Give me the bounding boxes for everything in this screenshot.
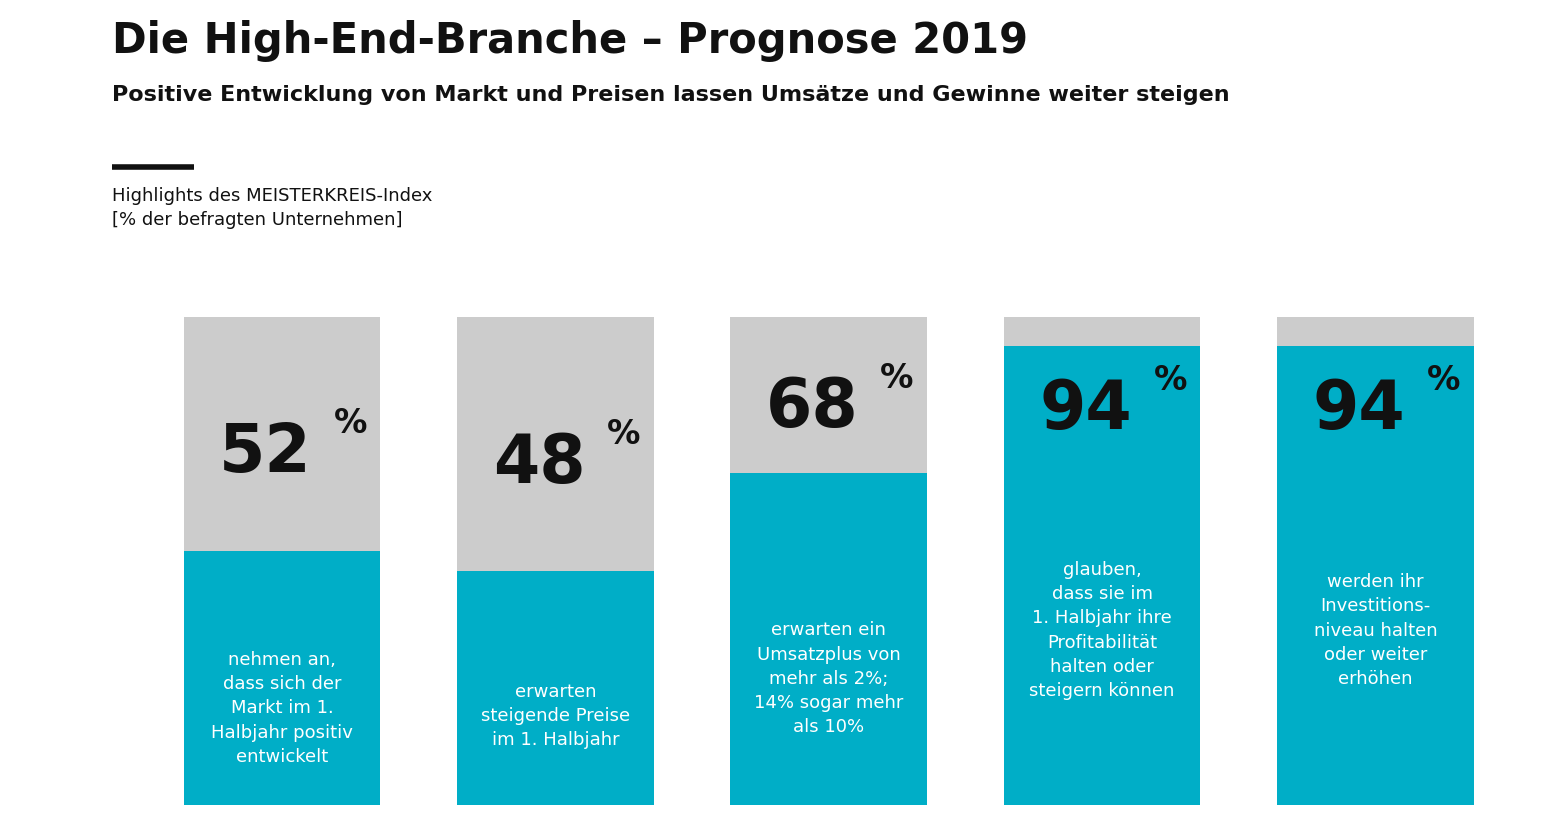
Bar (730, 473, 928, 805)
Text: erwarten
steigende Preise
im 1. Halbjahr: erwarten steigende Preise im 1. Halbjahr (480, 683, 630, 750)
Text: 52: 52 (220, 420, 311, 486)
Text: 48: 48 (493, 431, 586, 498)
Text: [% der befragten Unternehmen]: [% der befragten Unternehmen] (112, 211, 403, 229)
Text: Die High-End-Branche – Prognose 2019: Die High-End-Branche – Prognose 2019 (112, 20, 1027, 63)
Bar (730, 317, 928, 473)
Text: Highlights des MEISTERKREIS-Index: Highlights des MEISTERKREIS-Index (112, 187, 432, 205)
Text: Positive Entwicklung von Markt und Preisen lassen Umsätze und Gewinne weiter ste: Positive Entwicklung von Markt und Preis… (112, 85, 1230, 106)
Text: nehmen an,
dass sich der
Markt im 1.
Halbjahr positiv
entwickelt: nehmen an, dass sich der Markt im 1. Hal… (211, 651, 353, 766)
Text: glauben,
dass sie im
1. Halbjahr ihre
Profitabilität
halten oder
steigern können: glauben, dass sie im 1. Halbjahr ihre Pr… (1030, 561, 1174, 700)
Text: %: % (607, 419, 640, 451)
Bar (1004, 346, 1200, 805)
Bar (1004, 317, 1200, 346)
Text: werden ihr
Investitions-
niveau halten
oder weiter
erhöhen: werden ihr Investitions- niveau halten o… (1314, 573, 1437, 689)
Text: erwarten ein
Umsatzplus von
mehr als 2%;
14% sogar mehr
als 10%: erwarten ein Umsatzplus von mehr als 2%;… (754, 621, 903, 737)
Text: 68: 68 (765, 375, 858, 441)
Text: 94: 94 (1312, 376, 1405, 443)
Bar (1276, 346, 1473, 805)
Bar (184, 317, 381, 551)
Text: 94: 94 (1039, 376, 1132, 443)
Text: %: % (333, 407, 367, 440)
Bar (1276, 317, 1473, 346)
Text: %: % (880, 362, 914, 395)
Bar (457, 317, 654, 571)
Bar (457, 571, 654, 805)
Text: %: % (1427, 364, 1461, 397)
Bar (184, 551, 381, 805)
Text: %: % (1154, 364, 1187, 397)
